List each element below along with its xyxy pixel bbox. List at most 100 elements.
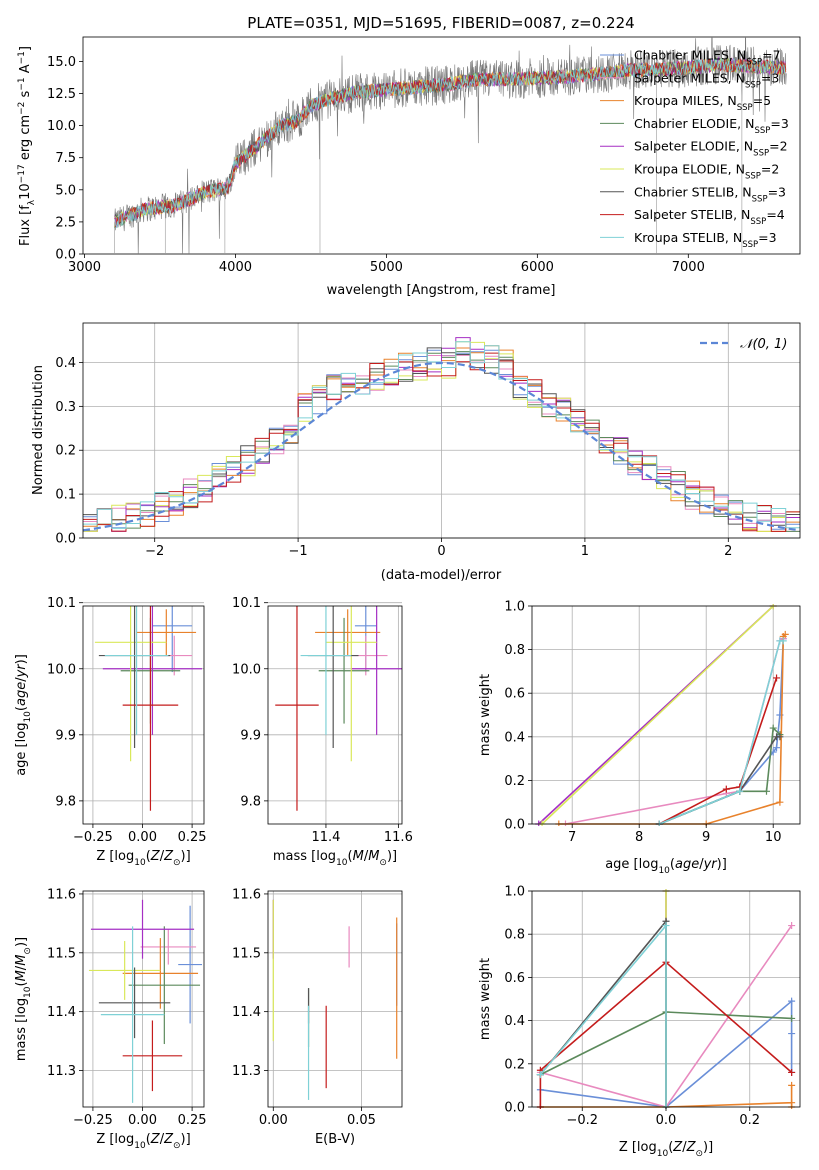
label-part: ( — [348, 849, 353, 864]
weight-marker-chabrier-elodie — [769, 724, 777, 732]
weight-line-salpeter-miles — [565, 638, 784, 825]
axes-frame — [82, 36, 801, 255]
label-part: Flux [f — [18, 205, 33, 246]
legend-text: Salpeter ELODIE, N — [634, 139, 753, 154]
y-tick-label: 0.8 — [504, 928, 525, 943]
x-tick-label: 0.00 — [128, 1113, 157, 1128]
hist-salpeter-elodie — [83, 337, 800, 532]
weight-line-kroupa-miles — [558, 633, 786, 825]
label-part: −1 — [17, 51, 27, 64]
y-axis-label: mass [log10(M/M⊙)] — [14, 937, 33, 1061]
x-tick-label: 0.00 — [259, 1113, 288, 1128]
y-tick-label: 2.5 — [55, 215, 76, 230]
x-tick-label: 6000 — [521, 260, 554, 275]
y-tick-label: 11.5 — [47, 946, 76, 961]
y-tick-label: 10.0 — [232, 662, 261, 677]
label-part: ⊙ — [379, 858, 387, 868]
label-part: s — [18, 90, 33, 101]
weight-marker-salpeter-stelib — [788, 1068, 796, 1076]
label-part: Z — [163, 1132, 174, 1147]
weight-marker-kroupa-stelib — [736, 787, 744, 795]
y-tick-label: 11.4 — [47, 1005, 76, 1020]
legend-label-salpeter-miles: Salpeter MILES, NSSP=3 — [634, 70, 779, 90]
x-tick-label: −1 — [289, 544, 308, 559]
x-axis-label: Z [log10(Z/Z⊙)] — [619, 1140, 713, 1159]
y-tick-label: 10.0 — [47, 119, 76, 134]
weight-marker-kroupa-stelib — [536, 1071, 544, 1079]
label-part: / — [14, 677, 29, 682]
chart-title: PLATE=0351, MJD=51695, FIBERID=0087, z=0… — [247, 14, 634, 32]
label-part: Z — [150, 849, 161, 864]
legend-text: Salpeter MILES, N — [634, 70, 745, 85]
label-part: M — [14, 970, 29, 981]
legend-label-chabrier-stelib: Chabrier STELIB, NSSP=3 — [634, 184, 786, 204]
legend-subscript: SSP — [753, 149, 769, 159]
y-axis-label: mass weight — [478, 674, 493, 756]
label-part: 10 — [658, 866, 670, 876]
x-axis-label: wavelength [Angstrom, rest frame] — [327, 283, 556, 298]
y-tick-label: 15.0 — [47, 55, 76, 70]
y-tick-label: 7.5 — [55, 151, 76, 166]
axes-frame — [531, 605, 801, 825]
legend-label-salpeter-elodie: Salpeter ELODIE, NSSP=2 — [634, 139, 788, 159]
y-tick-label: 1.0 — [504, 885, 525, 900]
x-tick-label: 3000 — [68, 260, 101, 275]
legend-label-chabrier-miles: Chabrier MILES, NSSP=7 — [634, 48, 781, 68]
weight-marker-chabrier-miles — [773, 744, 781, 752]
y-tick-label: 0.4 — [504, 1014, 525, 1029]
weight-line-chabrier-miles — [658, 638, 785, 825]
y-tick-label: 11.4 — [232, 1005, 261, 1020]
y-tick-label: 11.3 — [232, 1064, 261, 1079]
weight-marker-kroupa-miles — [776, 798, 784, 806]
label-part: ⊙ — [695, 1149, 703, 1159]
label-part: Z — [686, 1140, 697, 1155]
weight-marker-chabrier-stelib — [776, 733, 784, 741]
x-tick-label: 0.0 — [656, 1113, 677, 1128]
label-part: / — [364, 849, 369, 864]
legend-suffix: =3 — [770, 116, 788, 131]
y-tick-label: 0.4 — [55, 356, 76, 371]
label-part: Z [log — [619, 1140, 657, 1155]
label-part: ⊙ — [173, 858, 181, 868]
y-axis-label: Flux [fλ10−17 erg cm−2 s−1 A−1] — [17, 46, 37, 246]
y-tick-label: 0.1 — [55, 488, 76, 503]
weight-line-kroupa-elodie — [541, 605, 774, 825]
weight-line-kroupa-stelib — [658, 640, 784, 825]
weight-line-salpeter-stelib — [539, 961, 793, 1107]
label-part: )] — [14, 937, 29, 947]
axes-frame — [267, 890, 403, 1108]
x-tick-label: 0.00 — [128, 830, 157, 845]
legend-suffix: =7 — [762, 48, 780, 63]
y-tick-label: 0.8 — [504, 643, 525, 658]
weight-marker-kroupa-miles — [788, 1081, 796, 1089]
label-part: Z — [672, 1140, 683, 1155]
y-tick-label: 9.8 — [240, 794, 261, 809]
legend-suffix: =5 — [753, 93, 771, 108]
label-part: age — [14, 682, 29, 706]
label-part: / — [160, 1132, 165, 1147]
legend-text: Kroupa MILES, N — [634, 93, 737, 108]
y-tick-label: 0.3 — [55, 400, 76, 415]
label-part: )] — [717, 857, 727, 872]
x-tick-label: −0.2 — [566, 1113, 598, 1128]
label-part: −1 — [17, 77, 27, 90]
label-part: Z — [150, 1132, 161, 1147]
legend-normal-label: 𝒩(0, 1) — [740, 337, 787, 352]
legend-suffix: =2 — [769, 139, 787, 154]
x-axis-label: E(B-V) — [315, 1132, 355, 1147]
label-part: yr — [703, 857, 719, 872]
label-part: )] — [14, 654, 29, 664]
x-axis-label: mass [log10(M/M⊙)] — [273, 849, 397, 868]
legend-subscript: SSP — [750, 217, 766, 227]
legend-suffix: =3 — [761, 70, 779, 85]
hist-kroupa-elodie — [83, 341, 800, 532]
label-part: / — [160, 849, 165, 864]
label-part: M — [368, 849, 379, 864]
y-tick-label: 0.0 — [504, 818, 525, 833]
label-part: −2 — [17, 102, 27, 115]
x-tick-label: 9 — [702, 830, 710, 845]
y-tick-label: 10.1 — [47, 596, 76, 611]
legend-text: Chabrier STELIB, N — [634, 184, 752, 199]
